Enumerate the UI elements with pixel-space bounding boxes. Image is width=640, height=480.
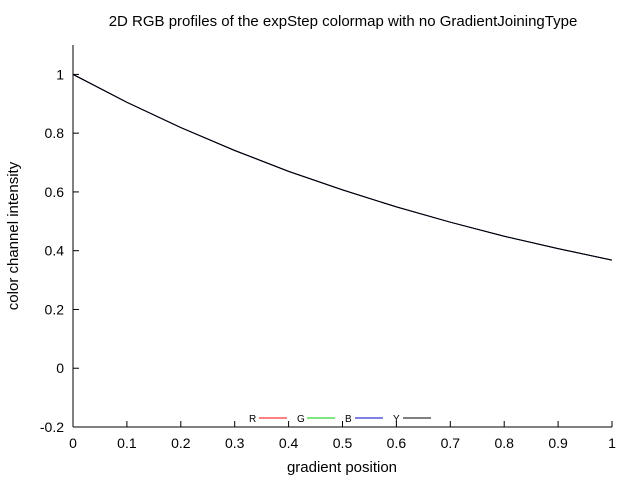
x-tick-label: 0.3 [225,435,245,451]
legend-label-r: R [249,414,256,425]
y-tick-label: 0.8 [45,125,65,141]
axes-layer: 0 0.1 0.2 0.3 0.4 0.5 0.6 0.7 0.8 0.9 1 -0.2 0 0.2 0.4… [40,45,616,451]
x-tick-label: 0 [69,435,77,451]
x-tick-label: 0.4 [279,435,299,451]
y-axis-label: color channel intensity [5,161,22,310]
x-axis-label: gradient position [287,459,397,476]
x-tick-label: 0.2 [171,435,191,451]
x-tick-label: 0.1 [117,435,137,451]
legend-label-g: G [297,414,305,425]
x-tick-label: 0.6 [387,435,407,451]
y-tick-label: 0.2 [45,301,65,317]
legend-label-y: Y [393,414,400,425]
series-line-y [72,73,613,261]
x-tick-label: 1 [608,435,616,451]
x-tick-label: 0.8 [494,435,514,451]
x-tick-label: 0.7 [441,435,461,451]
y-tick-label: 0.6 [45,184,65,200]
y-tick-label: 1 [56,66,64,82]
y-tick-label: -0.2 [40,419,64,435]
series-line-b [72,73,613,261]
legend-label-b: B [345,414,352,425]
series-layer [72,73,613,261]
y-tick-label: 0.4 [45,243,65,259]
chart-title: 2D RGB profiles of the expStep colormap … [109,13,578,30]
x-tick-label: 0.5 [333,435,353,451]
x-tick-label: 0.9 [548,435,568,451]
series-line-r [72,73,613,261]
series-line-g [72,73,613,261]
y-tick-label: 0 [56,360,64,376]
